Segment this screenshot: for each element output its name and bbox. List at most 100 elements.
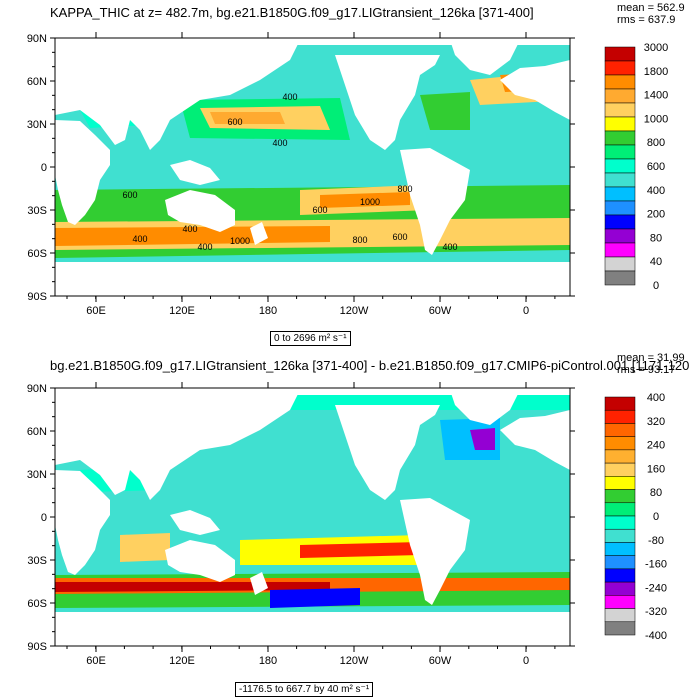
panel2-colorbar-label: 320 xyxy=(647,416,665,428)
panel1-contour-label: 1000 xyxy=(230,236,250,246)
panel1-field-band-7 xyxy=(210,112,285,124)
panel1-colorbar-label: 0 xyxy=(653,280,659,292)
panel2-range-label: -1176.5 to 667.7 by 40 m² s⁻¹ xyxy=(235,682,374,697)
panel2-colorbar-swatch xyxy=(604,396,636,411)
panel2-colorbar-swatch xyxy=(604,515,636,530)
panel1-colorbar-label: 400 xyxy=(647,185,665,197)
panel1-colorbar-label: 600 xyxy=(647,161,665,173)
panel2-y-label: 30N xyxy=(27,469,47,481)
panel1-contour-label: 400 xyxy=(132,234,147,244)
panel2-colorbar-swatch xyxy=(604,436,636,451)
panel1-colorbar-label: 800 xyxy=(647,137,665,149)
panel1-colorbar-swatch xyxy=(604,270,636,286)
panel1-colorbar-label: 80 xyxy=(650,232,662,244)
panel2-colorbar-label: 240 xyxy=(647,440,665,452)
panel1-land-namerica xyxy=(335,55,440,150)
panel1-contour-label: 600 xyxy=(312,205,327,215)
panel1-title: KAPPA_THIC at z= 482.7m, bg.e21.B1850G.f… xyxy=(50,5,534,20)
panel1-colorbar-label: 40 xyxy=(650,256,662,268)
panel1-land-greenland xyxy=(450,40,520,75)
panel1-colorbar-swatch xyxy=(604,60,636,76)
panel2-colorbar-label: -400 xyxy=(645,630,667,642)
panel1-x-label: 60E xyxy=(86,305,106,317)
panel2-colorbar-swatch xyxy=(604,476,636,490)
panel2-colorbar-swatch xyxy=(604,542,636,556)
panel2-land-greenland xyxy=(450,390,520,425)
panel2-colorbar-swatch xyxy=(604,409,636,424)
panel2-x-label: 60E xyxy=(86,655,106,667)
panel2-land-asia xyxy=(55,390,300,500)
panel1-x-label: 120W xyxy=(340,305,369,317)
panel1-x-label: 120E xyxy=(169,305,195,317)
panel1-colorbar-label: 1000 xyxy=(644,113,668,125)
panel1-land-africa xyxy=(55,120,110,225)
panel2-field-band-8 xyxy=(470,428,495,450)
panel1-contour-label: 600 xyxy=(122,190,137,200)
panel2-land-nz xyxy=(250,572,268,595)
panel2-colorbar-swatch xyxy=(604,502,636,517)
panel2-land-arctic xyxy=(55,388,570,395)
panel2-colorbar-swatch xyxy=(604,608,636,623)
panel2-colorbar-label: 80 xyxy=(650,487,662,499)
panel1-contour-label: 1000 xyxy=(360,197,380,207)
panel1-x-label: 60W xyxy=(429,305,452,317)
panel1-colorbar-swatch xyxy=(604,186,636,202)
panel1-colorbar-swatch xyxy=(604,158,636,174)
panel2-x-label: 0 xyxy=(523,655,529,667)
panel1-x-label: 180 xyxy=(259,305,277,317)
panel2-colorbar-swatch xyxy=(604,462,636,477)
panel1-range-label: 0 to 2696 m² s⁻¹ xyxy=(270,331,351,346)
panel2-x-label: 120W xyxy=(340,655,369,667)
panel1-colorbar-swatch xyxy=(604,74,636,90)
panel1-colorbar-swatch xyxy=(604,242,636,258)
panel2-x-label: 180 xyxy=(259,655,277,667)
panel2-colorbar-label: -320 xyxy=(645,606,667,618)
panel1-land-maritime xyxy=(170,160,220,185)
panel1-field-band-4 xyxy=(320,192,410,208)
panel2-colorbar-swatch xyxy=(604,489,636,504)
panel2-land-maritime xyxy=(170,510,220,535)
panel2-land-africa xyxy=(55,470,110,575)
panel2-mean: mean = 31.99 xyxy=(617,352,685,364)
panel1-contour-label: 400 xyxy=(272,138,287,148)
panel2-colorbar-swatch xyxy=(604,555,636,570)
panel1-land-arctic xyxy=(55,38,570,45)
panel2-colorbar-label: -240 xyxy=(645,582,667,594)
panel1-colorbar-swatch xyxy=(604,144,636,160)
panel1-y-label: 60N xyxy=(27,76,47,88)
panel2-map: 90N 60N 30N 0 30S 60S 90S 60E 120E 180 120W 60W 0 400… xyxy=(27,382,667,667)
panel1-land-nz xyxy=(250,222,268,245)
panel2-field-band-5 xyxy=(270,588,360,608)
panel1-y-label: 0 xyxy=(41,162,47,174)
panel1-y-label: 30S xyxy=(27,205,47,217)
panel1-colorbar-swatch xyxy=(604,214,636,230)
panel1-colorbar-label: 1800 xyxy=(644,66,668,78)
panel1-mean: mean = 562.9 xyxy=(617,2,685,14)
panel2-colorbar-label: -160 xyxy=(645,559,667,571)
panel2-rms: rms = 93.17 xyxy=(617,364,676,376)
panel1-y-label: 90N xyxy=(27,33,47,45)
panel2-colorbar-label: 0 xyxy=(653,511,659,523)
panel1-colorbar-swatch xyxy=(604,102,636,118)
panel1-contour-label: 800 xyxy=(352,235,367,245)
panel1-contour-label: 400 xyxy=(182,224,197,234)
panel1-colorbar-swatch xyxy=(604,88,636,104)
panel2-stats: mean = 31.99 rms = 93.17 xyxy=(617,352,685,376)
panel1-contour-label: 600 xyxy=(227,117,242,127)
panel1-colorbar-label: 1400 xyxy=(644,90,668,102)
panel2-field-band-6 xyxy=(120,533,170,562)
panel1-y-label: 30N xyxy=(27,119,47,131)
panel1-colorbar-swatch xyxy=(604,256,636,272)
panel1-colorbar-label: 200 xyxy=(647,209,665,221)
panel2-y-label: 60S xyxy=(27,598,47,610)
panel1-colorbar-swatch xyxy=(604,130,636,146)
panel1-land-asia xyxy=(55,40,300,150)
panel1-contour-label: 400 xyxy=(442,242,457,252)
panel1-colorbar-label: 3000 xyxy=(644,42,668,54)
panel2-colorbar-label: -80 xyxy=(648,535,664,547)
panel1-land-europe xyxy=(500,60,570,120)
panel1-stats: mean = 562.9 rms = 637.9 xyxy=(617,2,685,26)
panel1-map: 90N 60N 30N 0 30S 60S 90S 60E 120E 180 120W 60W 0 300… xyxy=(27,32,668,317)
panel2-colorbar-swatch xyxy=(604,449,636,464)
panel2-colorbar-swatch xyxy=(604,621,636,636)
